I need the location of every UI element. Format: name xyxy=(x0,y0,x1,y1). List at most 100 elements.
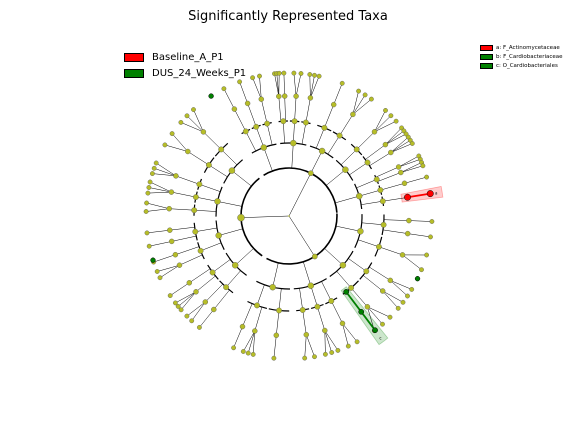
tree-edge xyxy=(195,275,216,292)
tree-edge xyxy=(404,176,427,184)
tree-edge xyxy=(369,266,391,281)
tree-node xyxy=(377,187,384,194)
clade-legend-a: a: F_Actinomycetaceae xyxy=(480,44,560,51)
tree-edge xyxy=(402,254,422,270)
tree-node xyxy=(382,141,389,148)
biomarker-node-small xyxy=(208,93,214,99)
tree-node xyxy=(312,72,317,78)
tree-node xyxy=(405,293,410,299)
tree-edge xyxy=(390,140,411,153)
clade-label-b: b: F_Cardiobacteriaceae xyxy=(496,53,563,60)
tree-node xyxy=(176,262,183,268)
tree-node xyxy=(342,166,349,173)
tree-node xyxy=(400,299,406,305)
tree-node xyxy=(185,148,191,155)
tree-edge xyxy=(361,222,384,226)
biomarker-node-a xyxy=(426,190,434,198)
tree-node xyxy=(269,284,276,291)
tree-edge xyxy=(359,189,381,197)
tree-node xyxy=(166,205,172,212)
tree-edge xyxy=(385,130,405,145)
tree-node xyxy=(357,228,364,235)
tree-edges xyxy=(146,73,432,359)
tree-edge xyxy=(294,96,297,122)
tree-edge xyxy=(310,285,318,307)
tree-edge xyxy=(356,131,375,150)
clade-label-c: c: O_Cardiobacteriales xyxy=(496,62,558,69)
tree-edge xyxy=(310,75,315,98)
tree-edge xyxy=(231,170,252,187)
tree-edge xyxy=(273,335,277,359)
tree-edge xyxy=(302,309,307,335)
tree-edge xyxy=(339,114,354,136)
tree-edge xyxy=(189,268,211,284)
tree-node xyxy=(406,217,412,224)
tree-node xyxy=(240,349,246,354)
tree-edge xyxy=(276,73,280,97)
tree-node xyxy=(146,243,152,249)
tree-node xyxy=(244,100,251,107)
tree-node xyxy=(276,307,282,314)
tree-edge xyxy=(274,73,280,97)
tree-node xyxy=(250,75,256,81)
tree-edge xyxy=(221,149,238,165)
tree-node xyxy=(388,113,394,119)
tree-edge xyxy=(178,291,197,307)
tree-node xyxy=(356,88,361,94)
tree-edge xyxy=(247,103,257,127)
tree-edge xyxy=(186,301,206,317)
tree-edge xyxy=(272,262,279,288)
tree-edge xyxy=(147,191,172,194)
tree-edge xyxy=(363,275,383,292)
tree-edge xyxy=(331,300,343,324)
tree-node xyxy=(291,118,298,125)
tree-edge xyxy=(365,144,386,160)
clade-letter-c: c xyxy=(379,335,381,340)
tree-node xyxy=(364,159,371,166)
tree-node xyxy=(264,120,270,127)
tree-edge xyxy=(235,248,254,266)
tree-node xyxy=(191,207,198,214)
tree-node xyxy=(258,96,264,102)
tree-edge xyxy=(199,184,221,192)
tree-node xyxy=(168,189,175,195)
tree-edge xyxy=(152,173,176,177)
tree-node xyxy=(192,194,199,201)
tree-edge xyxy=(321,281,332,302)
tree-edge xyxy=(234,108,247,132)
tree-edge xyxy=(171,191,196,198)
tree-edge xyxy=(247,330,256,354)
tree-edge xyxy=(187,151,210,166)
tree-node xyxy=(405,230,411,237)
legend-label-baseline: Baseline_A_P1 xyxy=(152,51,224,63)
tree-edge xyxy=(208,164,228,178)
tree-node xyxy=(353,146,360,153)
tree-node xyxy=(260,144,267,151)
tree-edge xyxy=(382,197,408,202)
clade-highlights xyxy=(340,185,444,346)
tree-node xyxy=(276,70,282,76)
tree-edge xyxy=(357,239,379,248)
tree-node xyxy=(197,247,204,254)
tree-node xyxy=(214,198,221,205)
tree-node xyxy=(336,132,343,139)
tree-node xyxy=(316,73,322,79)
tree-node xyxy=(202,299,209,305)
tree-edge xyxy=(295,73,302,97)
tree-edge xyxy=(243,330,256,352)
tree-node xyxy=(231,345,237,351)
tree-edge xyxy=(252,330,256,355)
tree-edge xyxy=(324,330,339,351)
tree-node xyxy=(380,321,385,327)
clade-letter-a: a xyxy=(435,191,438,196)
tree-edge xyxy=(212,259,231,273)
tree-edge xyxy=(156,162,177,177)
legend-item-dus: DUS_24_Weeks_P1 xyxy=(124,67,246,79)
tree-node xyxy=(339,262,347,269)
tree-edge xyxy=(382,290,399,309)
tree-edge xyxy=(259,76,262,100)
tree-node xyxy=(331,101,337,108)
tree-edge xyxy=(276,310,280,336)
tree-node xyxy=(380,221,387,228)
tree-edge xyxy=(218,228,243,236)
